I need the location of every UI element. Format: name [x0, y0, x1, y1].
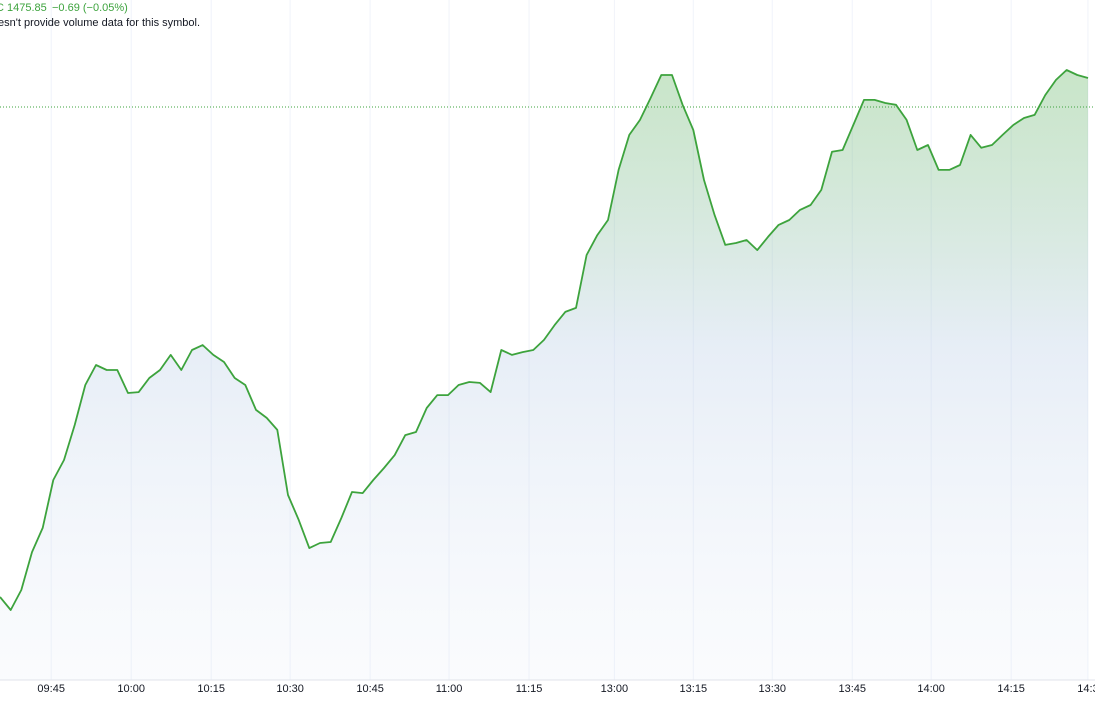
- price-change: −0.69 (−0.05%): [52, 2, 128, 14]
- x-tick-label: 10:15: [197, 683, 225, 695]
- x-tick-label: 13:45: [838, 683, 866, 695]
- x-tick-label: 13:00: [601, 683, 629, 695]
- plot: [0, 69, 1095, 680]
- volume-notice: esn't provide volume data for this symbo…: [0, 17, 200, 29]
- x-tick-label: 14:00: [917, 683, 945, 695]
- x-tick-label: 14:15: [997, 683, 1025, 695]
- x-tick-label: 13:30: [758, 683, 786, 695]
- x-tick-label: 14:3: [1077, 683, 1095, 695]
- x-tick-label: 13:15: [680, 683, 708, 695]
- x-tick-label: 10:00: [117, 683, 145, 695]
- x-tick-label: 11:15: [516, 683, 543, 695]
- area-fill: [0, 70, 1088, 680]
- x-tick-label: 10:30: [276, 683, 304, 695]
- x-tick-label: 09:45: [37, 683, 65, 695]
- x-tick-label: 10:45: [356, 683, 384, 695]
- close-price: C 1475.85: [0, 2, 47, 14]
- price-line: [0, 69, 1089, 611]
- x-tick-label: 11:00: [436, 683, 463, 695]
